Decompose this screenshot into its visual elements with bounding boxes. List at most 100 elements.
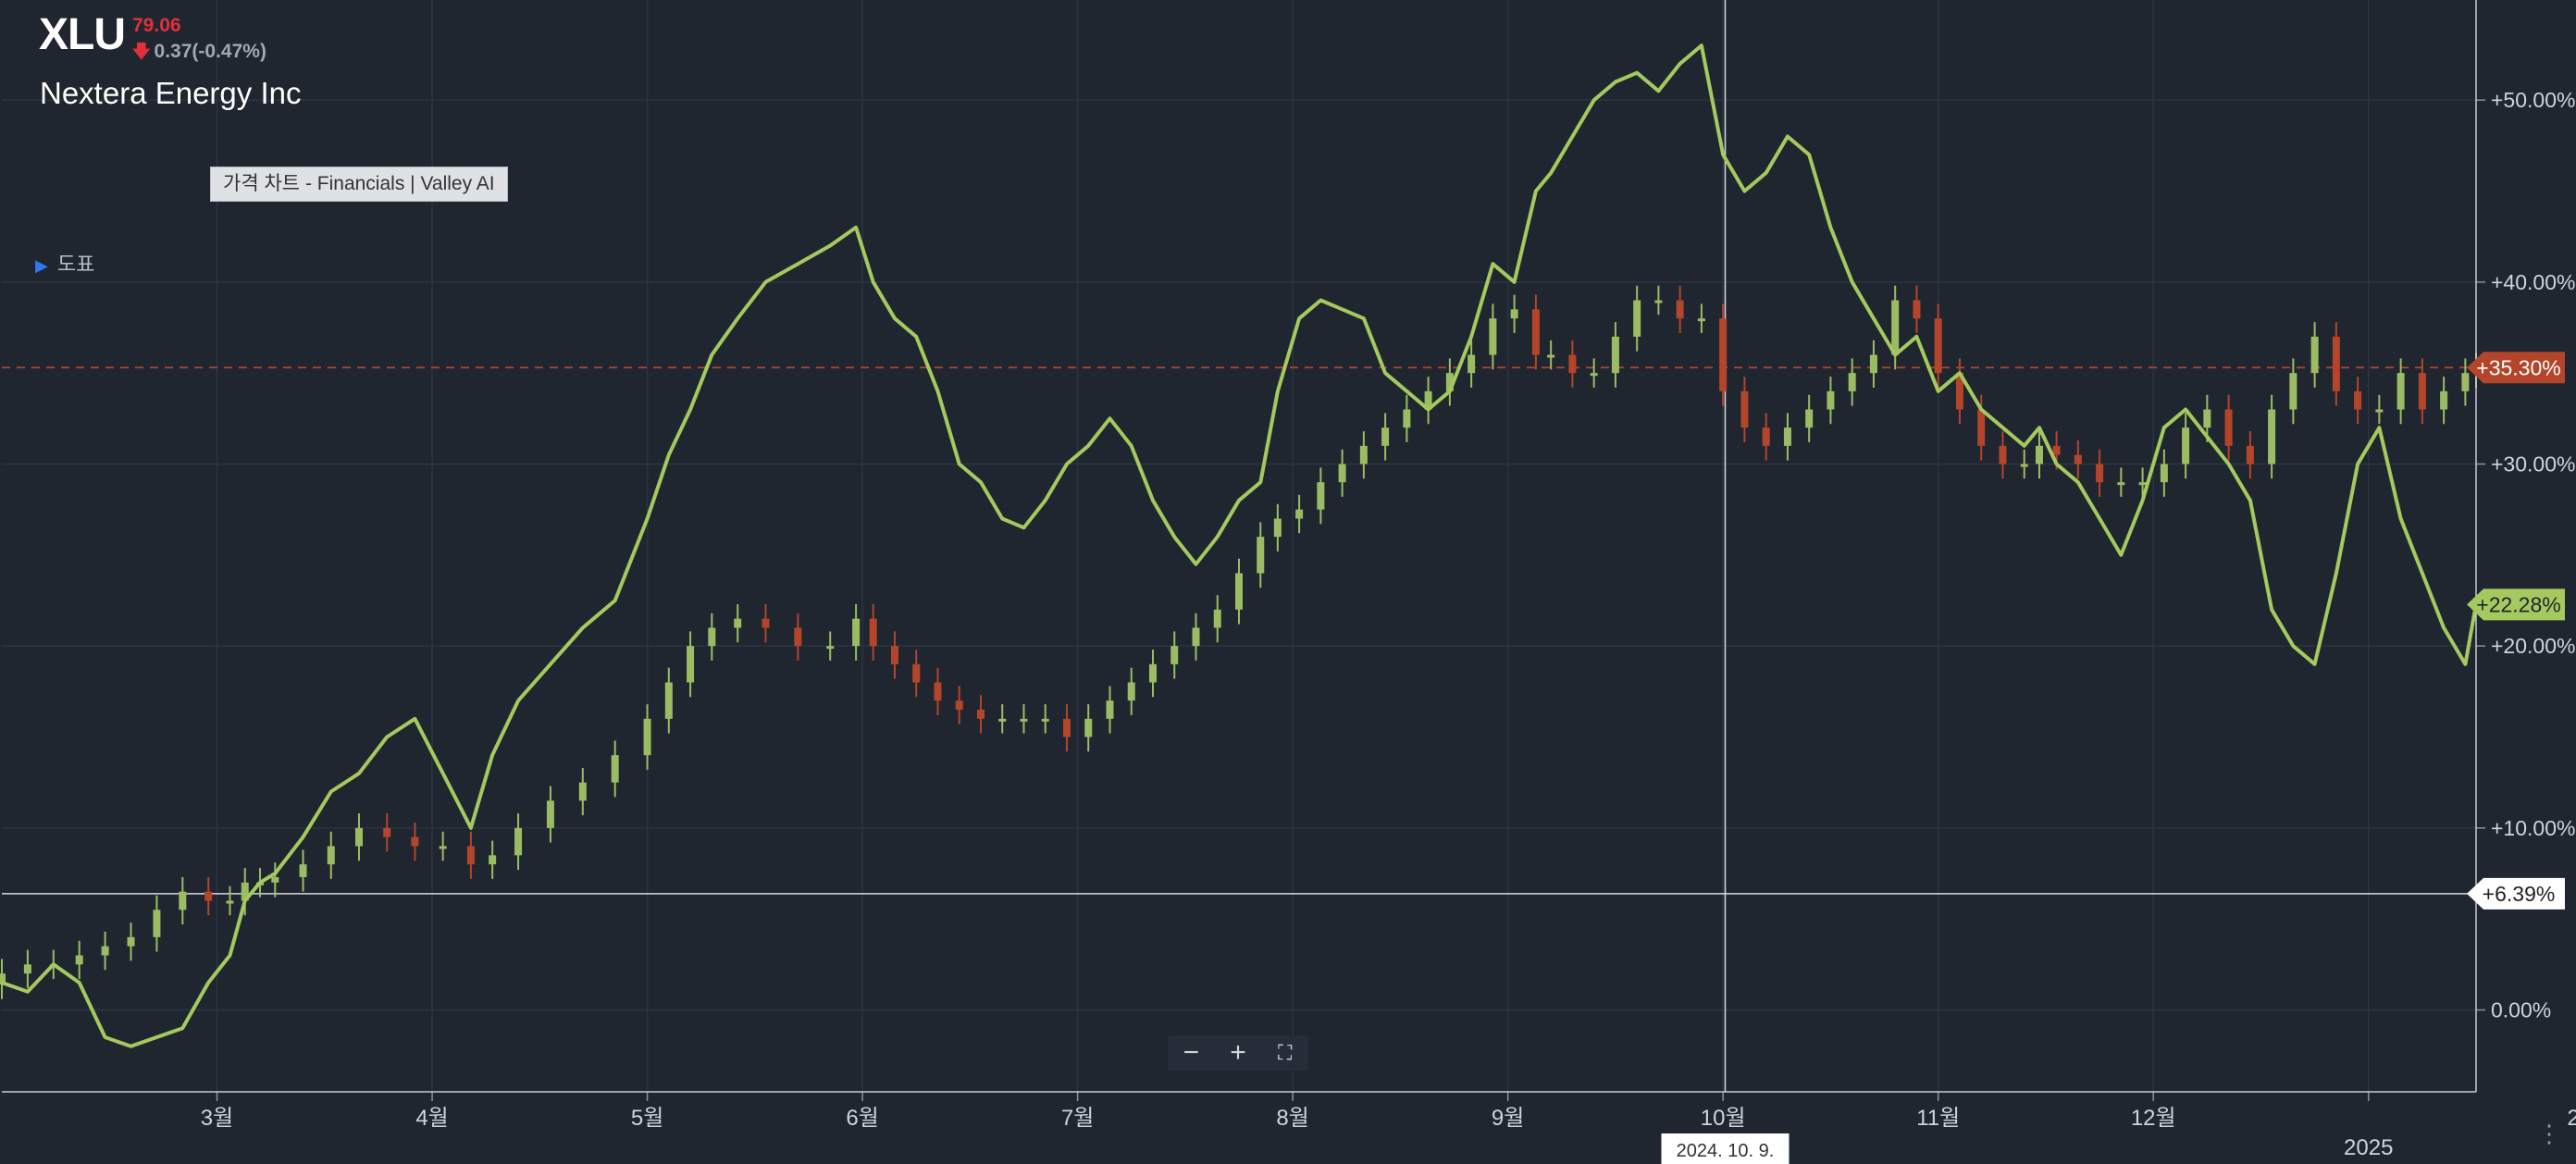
- candle-body: [1848, 373, 1856, 391]
- candle-body: [153, 910, 161, 937]
- crosshair-date-label: 2024. 10. 9.: [1677, 1141, 1775, 1161]
- price-change-value: 0.37(-0.47%): [154, 41, 266, 62]
- current-price-badge-label: +35.30%: [2476, 355, 2560, 379]
- candle-body: [1697, 318, 1705, 322]
- x-tick-label: 2월: [2568, 1106, 2576, 1131]
- legend-toggle[interactable]: ▶ 도표: [35, 248, 94, 278]
- zoom-in-button[interactable]: +: [1230, 1037, 1246, 1068]
- candle-body: [2246, 445, 2254, 464]
- candle-body: [1148, 663, 1157, 683]
- candle-body: [271, 876, 279, 883]
- x-tick-label: 8월: [1276, 1106, 1308, 1131]
- candle-body: [1084, 718, 1093, 737]
- candle-body: [1273, 518, 1282, 538]
- candle-body: [1489, 318, 1497, 355]
- x-tick-label: 3월: [201, 1106, 233, 1131]
- x-tick-label: 9월: [1492, 1106, 1524, 1131]
- candle-body: [1510, 309, 1518, 319]
- series-line: [1, 43, 2478, 1048]
- zoom-controls: − + ⛶: [1168, 1035, 1308, 1071]
- candle-body: [1568, 354, 1577, 374]
- candle-body: [2268, 409, 2276, 464]
- line-value-badge: +22.28%: [2467, 588, 2565, 621]
- line-value-badge-label: +22.28%: [2476, 592, 2560, 616]
- x-tick-label: 5월: [631, 1106, 663, 1131]
- candle-body: [1468, 354, 1476, 374]
- chart-grid: [2, 0, 2476, 1092]
- candle-body: [1869, 354, 1877, 374]
- candle-body: [1170, 646, 1179, 664]
- fullscreen-button[interactable]: ⛶: [1277, 1041, 1293, 1064]
- candle-body: [1633, 300, 1641, 337]
- candle-body: [826, 646, 835, 650]
- candle-body: [2332, 336, 2340, 391]
- candle-body: [912, 663, 921, 683]
- candle-body: [2354, 390, 2362, 410]
- candle-body: [1445, 373, 1454, 391]
- candle-body: [2020, 464, 2028, 467]
- candle-body: [1317, 482, 1325, 510]
- price-badges: +35.30% +22.28% +6.39%: [2467, 352, 2565, 910]
- candle-body: [734, 618, 742, 628]
- candle-body: [1424, 390, 1432, 410]
- candle-body: [869, 618, 877, 647]
- candle-body: [2035, 445, 2043, 464]
- candle-body: [1891, 300, 1900, 355]
- line-value-badge-shape: [2467, 588, 2565, 621]
- candle-body: [1719, 318, 1728, 391]
- current-price: 79.06: [132, 15, 181, 36]
- x-tick-label: 12월: [2131, 1106, 2176, 1131]
- candle-body: [1106, 700, 1114, 719]
- candle-body: [1381, 427, 1390, 446]
- candle-body: [998, 718, 1007, 722]
- candle-body: [2117, 482, 2125, 486]
- line-series: [1, 43, 2478, 1048]
- candle-body: [101, 946, 109, 956]
- candle-body: [354, 827, 363, 847]
- candle-body: [976, 710, 985, 719]
- candle-body: [489, 855, 497, 865]
- y-tick-label: +20.00%: [2491, 634, 2575, 658]
- y-tick-label: +30.00%: [2491, 452, 2575, 477]
- candle-body: [2074, 454, 2082, 464]
- candle-body: [1955, 373, 1963, 410]
- y-tick-label: +10.00%: [2491, 816, 2575, 840]
- y-tick-label: 0.00%: [2491, 998, 2551, 1022]
- candle-body: [327, 846, 335, 865]
- candlestick-series: [0, 285, 2480, 999]
- candle-body: [179, 891, 187, 910]
- candle-body: [1762, 427, 1770, 446]
- candle-body: [2418, 373, 2426, 410]
- zoom-out-button[interactable]: −: [1183, 1037, 1200, 1068]
- candle-body: [708, 627, 716, 647]
- x-tick-label: 4월: [415, 1106, 448, 1131]
- candle-body: [2396, 373, 2405, 410]
- candle-body: [439, 846, 447, 849]
- legend-toggle-label: 도표: [56, 253, 95, 276]
- x-tick-label: 10월: [1701, 1106, 1746, 1131]
- candle-body: [411, 836, 419, 847]
- crosshair-value-badge: +6.39%: [2467, 877, 2565, 910]
- candle-body: [2052, 445, 2061, 455]
- candle-body: [241, 882, 249, 901]
- candle-body: [762, 618, 770, 628]
- play-triangle-icon: ▶: [35, 256, 48, 275]
- candle-body: [2310, 336, 2319, 374]
- x-tick-label: 7월: [1061, 1106, 1094, 1131]
- candle-body: [75, 955, 83, 965]
- candle-body: [2461, 373, 2470, 391]
- candle-body: [664, 682, 673, 719]
- ticker-symbol: XLU: [39, 10, 126, 59]
- price-change: 🡇 0.37(-0.47%): [132, 39, 266, 68]
- candle-body: [546, 800, 554, 828]
- more-options-icon[interactable]: ⋮: [2537, 1120, 2561, 1147]
- candle-body: [383, 827, 391, 837]
- candle-body: [514, 827, 523, 856]
- crosshair: 2024. 10. 9.: [2, 0, 2476, 1164]
- current-price-badge: +35.30%: [2467, 352, 2565, 384]
- candle-body: [2096, 464, 2104, 483]
- candle-body: [2440, 390, 2448, 410]
- candle-body: [955, 700, 963, 710]
